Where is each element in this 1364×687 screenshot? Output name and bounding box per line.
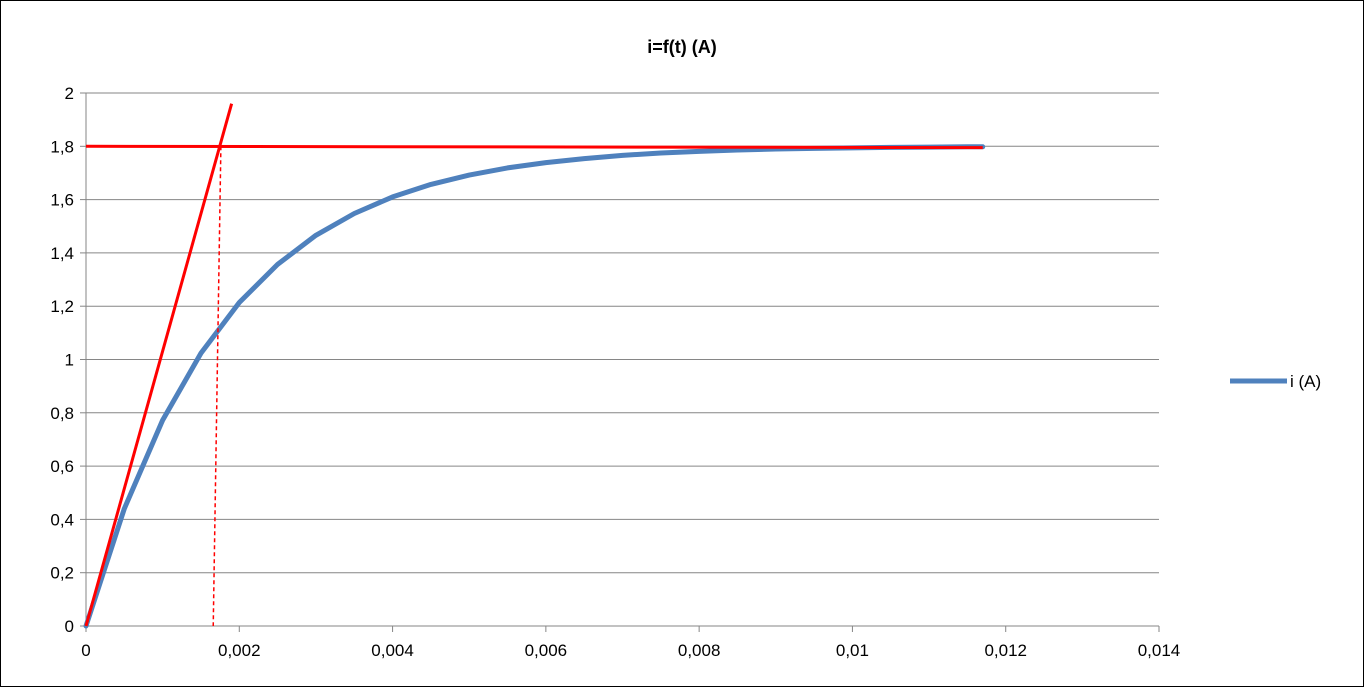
y-tick-label: 0,4 (50, 510, 74, 529)
dashed-drop-line (212, 146, 222, 627)
chart-title: i=f(t) (A) (647, 37, 716, 57)
annotation-lines (84, 103, 983, 627)
y-tick-label: 1 (65, 351, 74, 370)
x-tick-label: 0,002 (218, 641, 261, 660)
series-line-i (83, 144, 986, 629)
y-tick-label: 1,8 (50, 137, 74, 156)
y-tick-label: 1,6 (50, 191, 74, 210)
axes (80, 92, 1160, 632)
x-tick-label: 0,01 (836, 641, 869, 660)
tangent-line (84, 103, 234, 627)
x-tick-label: 0,012 (984, 641, 1027, 660)
x-tick-label: 0,014 (1138, 641, 1181, 660)
y-tick-label: 1,4 (50, 244, 74, 263)
y-tick-label: 0,6 (50, 457, 74, 476)
y-tick-label: 0 (65, 617, 74, 636)
legend-label: i (A) (1290, 372, 1321, 391)
x-tick-label: 0,004 (371, 641, 414, 660)
x-tick-label: 0,008 (678, 641, 721, 660)
y-tick-labels: 0 0,2 0,4 0,6 0,8 1 1,2 1,4 1,6 1,8 2 (50, 84, 74, 636)
y-tick-label: 0,2 (50, 564, 74, 583)
y-tick-label: 0,8 (50, 404, 74, 423)
legend: i (A) (1230, 372, 1321, 391)
y-tick-label: 2 (65, 84, 74, 103)
grid-lines (86, 92, 1159, 574)
x-tick-labels: 0 0,002 0,004 0,006 0,008 0,01 0,012 0,014 (81, 641, 1180, 660)
x-tick-label: 0 (81, 641, 90, 660)
series-lines (83, 144, 986, 629)
asymptote-line (85, 144, 983, 150)
y-tick-label: 1,2 (50, 297, 74, 316)
x-tick-label: 0,006 (525, 641, 568, 660)
